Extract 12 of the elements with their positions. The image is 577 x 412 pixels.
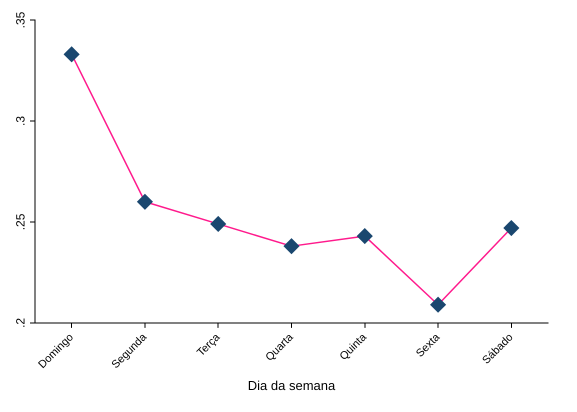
- point: [357, 228, 373, 244]
- point: [504, 220, 520, 236]
- point: [64, 46, 80, 62]
- y-tick-label: .2: [13, 318, 28, 328]
- point: [210, 216, 226, 232]
- point: [137, 194, 153, 210]
- point: [430, 297, 446, 312]
- x-axis-title: Dia da semana: [248, 378, 336, 393]
- y-tick-label: .25: [13, 213, 28, 230]
- y-tick-label: .35: [13, 11, 28, 28]
- point: [284, 238, 300, 254]
- y-tick-label: .3: [13, 116, 28, 126]
